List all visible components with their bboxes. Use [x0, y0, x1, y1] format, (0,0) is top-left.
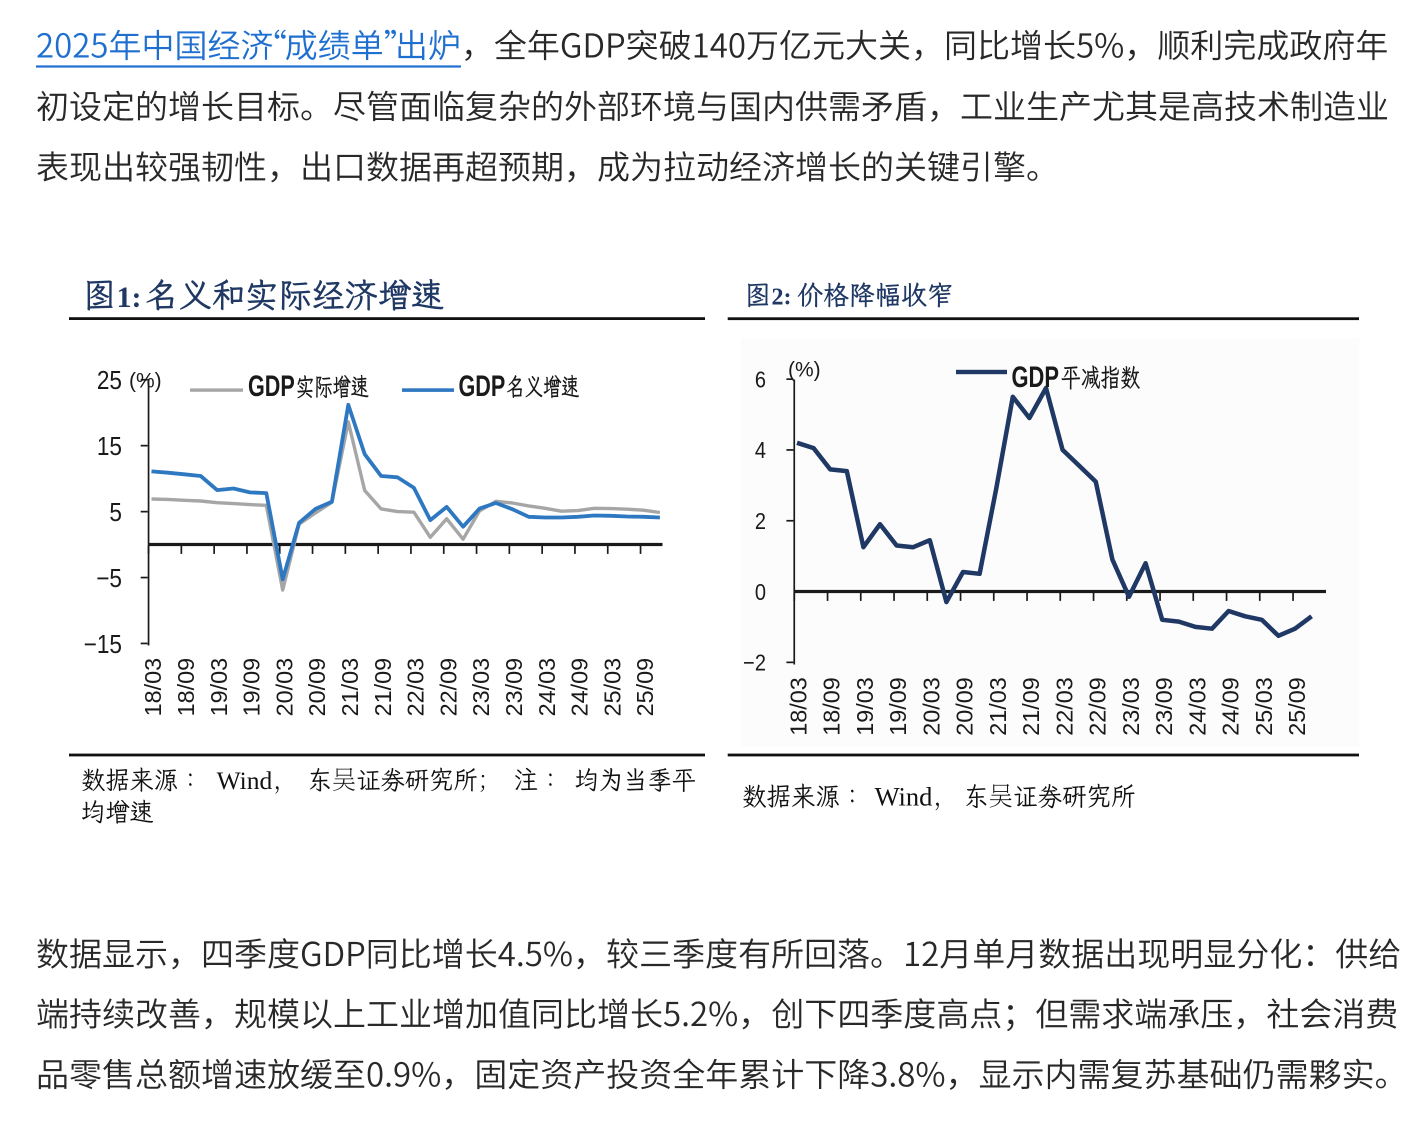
svg-text:25/03: 25/03	[599, 658, 625, 717]
svg-text:−15: −15	[84, 630, 122, 659]
svg-text:0: 0	[755, 578, 766, 605]
svg-text:22/09: 22/09	[1085, 677, 1111, 736]
svg-text:18/09: 18/09	[819, 677, 845, 736]
svg-text:21/09: 21/09	[370, 658, 396, 717]
svg-text:18/03: 18/03	[785, 677, 811, 736]
svg-text:24/03: 24/03	[534, 658, 560, 717]
svg-text:25/09: 25/09	[1284, 677, 1310, 736]
svg-text:(%): (%)	[129, 370, 162, 393]
svg-text:18/09: 18/09	[173, 658, 199, 717]
svg-text:24/09: 24/09	[1218, 677, 1244, 736]
svg-text:4: 4	[755, 437, 766, 464]
svg-text:18/03: 18/03	[140, 658, 166, 717]
svg-text:19/09: 19/09	[885, 677, 911, 736]
svg-text:21/03: 21/03	[985, 677, 1011, 736]
svg-text:20/03: 20/03	[918, 677, 944, 736]
svg-text:GDP: GDP	[1012, 360, 1059, 394]
svg-text:GDP: GDP	[248, 368, 295, 402]
svg-text:25/03: 25/03	[1251, 677, 1277, 736]
svg-text:21/03: 21/03	[337, 658, 363, 717]
svg-text:22/09: 22/09	[435, 658, 461, 717]
svg-text:23/03: 23/03	[468, 658, 494, 717]
svg-text:5: 5	[109, 499, 122, 528]
svg-text:25/09: 25/09	[632, 658, 658, 717]
svg-text:23/09: 23/09	[501, 658, 527, 717]
svg-text:GDP: GDP	[459, 368, 506, 402]
svg-text:20/09: 20/09	[304, 658, 330, 717]
svg-text:19/03: 19/03	[852, 677, 878, 736]
svg-text:25: 25	[97, 367, 122, 396]
svg-text:20/09: 20/09	[952, 677, 978, 736]
svg-text:15: 15	[97, 433, 122, 462]
svg-text:24/03: 24/03	[1184, 677, 1210, 736]
svg-text:22/03: 22/03	[1051, 677, 1077, 736]
svg-text:2:: 2:	[772, 285, 792, 311]
svg-text:−2: −2	[743, 649, 766, 676]
svg-text:(%): (%)	[788, 359, 821, 382]
svg-text:1:: 1:	[117, 281, 142, 314]
svg-text:Wind: Wind	[217, 766, 273, 795]
svg-text:19/09: 19/09	[239, 658, 265, 717]
svg-text:23/03: 23/03	[1118, 677, 1144, 736]
svg-text:19/03: 19/03	[206, 658, 232, 717]
svg-text:24/09: 24/09	[567, 658, 593, 717]
svg-text:22/03: 22/03	[403, 658, 429, 717]
svg-text:2: 2	[755, 508, 766, 535]
svg-text:−5: −5	[96, 564, 122, 593]
svg-text:21/09: 21/09	[1018, 677, 1044, 736]
svg-text:6: 6	[755, 366, 766, 393]
svg-text:20/03: 20/03	[271, 658, 297, 717]
svg-text:Wind: Wind	[875, 782, 933, 812]
svg-text:23/09: 23/09	[1151, 677, 1177, 736]
